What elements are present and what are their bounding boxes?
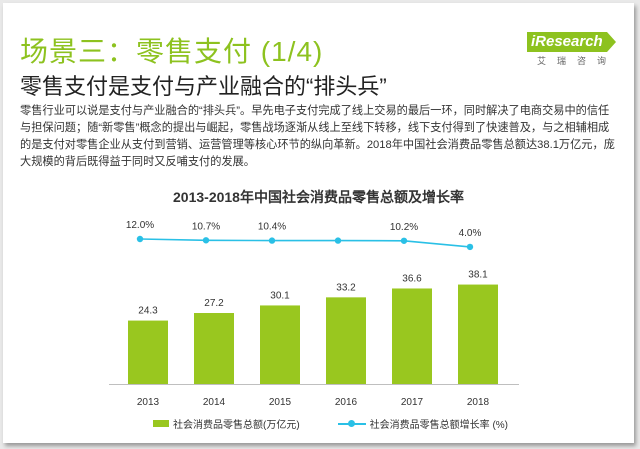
bar-label-2014: 27.2	[204, 298, 224, 309]
body-paragraph: 零售行业可以说是支付与产业融合的“排头兵”。早先电子支付完成了线上交易的最后一环…	[20, 105, 615, 168]
growth-label-2013: 12.0%	[126, 220, 154, 231]
bar-label-2013: 24.3	[138, 306, 158, 317]
growth-label-2017: 10.2%	[390, 222, 418, 233]
growth-label-2015: 10.4%	[258, 222, 286, 233]
x-tick-2016: 2016	[335, 397, 358, 408]
slide: 场景三：零售支付 (1/4) 零售支付是支付与产业融合的“排头兵” iResea…	[3, 3, 634, 443]
bar-2016	[326, 297, 366, 384]
growth-label-2018: 4.0%	[459, 228, 482, 239]
bar-label-2017: 36.6	[402, 273, 422, 284]
x-tick-2013: 2013	[137, 397, 160, 408]
bar-label-2015: 30.1	[270, 290, 290, 301]
page-subtitle: 零售支付是支付与产业融合的“排头兵”	[20, 74, 387, 99]
legend-item-bar: 社会消费品零售总额(万亿元)	[153, 416, 300, 431]
growth-point-2017	[400, 237, 408, 244]
legend-line-label: 社会消费品零售总额增长率 (%)	[369, 420, 509, 431]
logo-tagline: 艾瑞咨询	[537, 56, 618, 66]
bar-2018	[458, 284, 498, 384]
bar-2013	[128, 320, 168, 384]
x-tick-2014: 2014	[203, 397, 226, 408]
chart-legend: 社会消费品零售总额(万亿元) 社会消费品零售总额增长率 (%)	[153, 416, 508, 431]
bar-2017	[392, 288, 432, 384]
growth-label-2014: 10.7%	[192, 221, 220, 232]
page-title: 场景三：零售支付 (1/4)	[20, 36, 324, 67]
x-tick-2018: 2018	[467, 397, 490, 408]
legend-item-line: 社会消费品零售总额增长率 (%)	[337, 416, 509, 431]
growth-point-2014	[202, 237, 210, 244]
legend-bar-swatch-icon	[153, 420, 169, 427]
x-tick-2017: 2017	[401, 397, 424, 408]
bar-label-2018: 38.1	[468, 270, 488, 281]
bar-2014	[194, 313, 234, 384]
bar-2015	[260, 305, 300, 384]
chart-area: 24.3 2013 27.2 2014 30.1 2015 33.2 2016 36.6 2017…	[109, 220, 519, 408]
legend-line-swatch-icon	[337, 419, 366, 427]
logo-name: iResearch	[531, 33, 603, 50]
iresearch-logo: iResearch 艾瑞咨询	[525, 29, 616, 69]
growth-line	[139, 238, 471, 248]
growth-point-2013	[136, 235, 144, 243]
logo-tag-icon	[527, 32, 616, 52]
legend-bar-label: 社会消费品零售总额(万亿元)	[173, 420, 300, 431]
x-tick-2015: 2015	[269, 397, 292, 408]
chart-title: 2013-2018年中国社会消费品零售总额及增长率	[173, 189, 464, 205]
growth-point-2018	[466, 243, 474, 251]
growth-point-2016	[334, 237, 342, 244]
growth-point-2015	[268, 237, 276, 244]
bar-label-2016: 33.2	[336, 282, 356, 293]
